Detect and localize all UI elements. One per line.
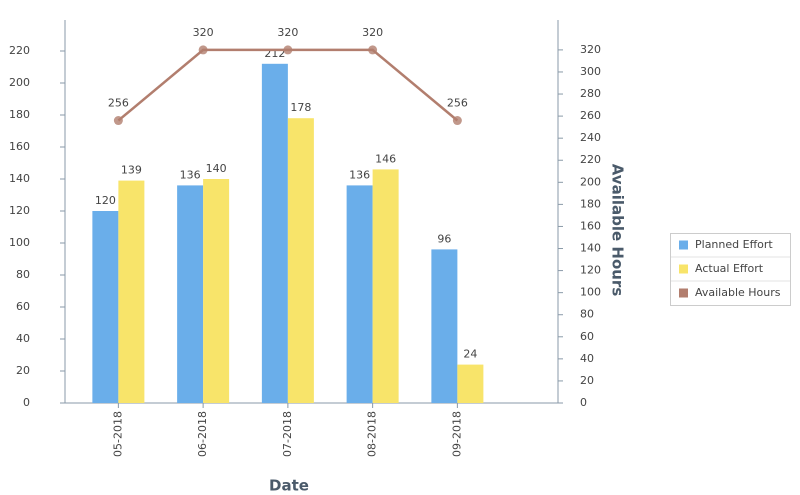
y2-tick-label: 220: [580, 153, 601, 166]
y2-tick-label: 60: [580, 330, 594, 343]
data-label: 320: [277, 26, 298, 39]
data-label: 139: [121, 164, 142, 177]
bar: [372, 169, 399, 403]
y-tick-label: 40: [16, 332, 30, 345]
y2-tick-label: 140: [580, 242, 601, 255]
y-tick-label: 220: [9, 44, 30, 57]
y-tick-label: 200: [9, 76, 30, 89]
bar: [287, 118, 314, 403]
y2-tick-label: 200: [580, 175, 601, 188]
data-label: 320: [362, 26, 383, 39]
bar: [92, 211, 119, 403]
data-label: 24: [463, 348, 477, 361]
point: [198, 45, 208, 55]
legend-label: Planned Effort: [695, 238, 773, 251]
bar: [457, 364, 484, 403]
y2-tick-label: 0: [580, 396, 587, 409]
data-label: 136: [180, 168, 201, 181]
x-tick-label: 06-2018: [196, 411, 209, 457]
y-tick-label: 100: [9, 236, 30, 249]
y2-tick-label: 280: [580, 87, 601, 100]
y2-tick-label: 240: [580, 131, 601, 144]
y2-axis-title: Available Hours: [609, 164, 627, 297]
y-tick-label: 120: [9, 204, 30, 217]
x-tick-label: 05-2018: [111, 411, 124, 457]
legend-swatch: [679, 240, 688, 250]
legend-swatch: [679, 264, 688, 274]
data-label: 320: [193, 26, 214, 39]
y-tick-label: 140: [9, 172, 30, 185]
y-tick-label: 180: [9, 108, 30, 121]
legend-box: [670, 233, 791, 306]
point: [283, 45, 293, 55]
y2-tick-label: 300: [580, 65, 601, 78]
y-tick-label: 0: [23, 396, 30, 409]
y2-tick-label: 160: [580, 219, 601, 232]
y2-tick-label: 120: [580, 264, 601, 277]
legend-label: Available Hours: [695, 286, 781, 299]
data-label: 178: [290, 101, 311, 114]
data-label: 256: [108, 97, 129, 110]
data-label: 136: [349, 168, 370, 181]
bar: [346, 185, 373, 403]
point: [452, 116, 462, 126]
bar: [261, 63, 288, 404]
legend-label: Actual Effort: [695, 262, 764, 275]
data-label: 96: [437, 232, 451, 245]
bar: [118, 180, 145, 403]
x-axis-title: Date: [269, 477, 309, 495]
y2-tick-label: 100: [580, 286, 601, 299]
y-tick-label: 20: [16, 364, 30, 377]
x-tick-label: 07-2018: [281, 411, 294, 457]
x-tick-label: 08-2018: [366, 411, 379, 457]
y2-tick-label: 80: [580, 308, 594, 321]
y-tick-label: 80: [16, 268, 30, 281]
point: [368, 45, 378, 55]
y2-tick-label: 180: [580, 197, 601, 210]
y2-tick-label: 20: [580, 374, 594, 387]
y2-tick-label: 260: [580, 109, 601, 122]
y2-tick-label: 40: [580, 352, 594, 365]
y2-tick-label: 320: [580, 43, 601, 56]
x-tick-label: 09-2018: [450, 411, 463, 457]
y-tick-label: 60: [16, 300, 30, 313]
bar: [431, 249, 458, 403]
data-label: 120: [95, 194, 116, 207]
data-label: 256: [447, 97, 468, 110]
y-tick-label: 160: [9, 140, 30, 153]
point: [113, 116, 123, 126]
bar: [203, 179, 230, 403]
data-label: 140: [206, 162, 227, 175]
data-label: 146: [375, 152, 396, 165]
legend-swatch: [679, 288, 688, 298]
bar: [177, 185, 204, 403]
